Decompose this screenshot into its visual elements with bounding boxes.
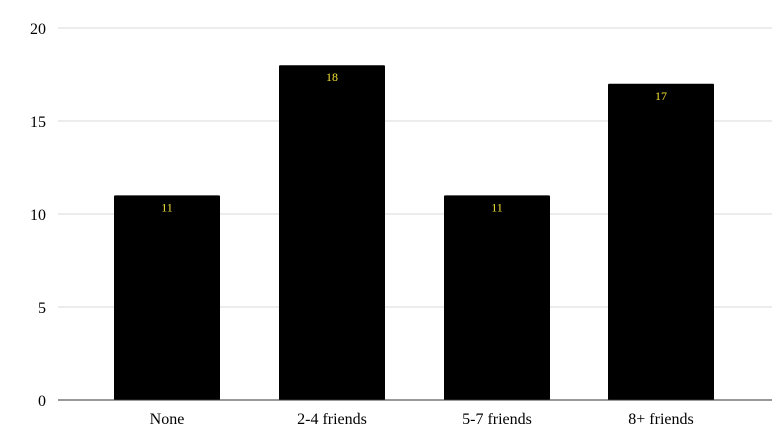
y-tick-label: 10 — [30, 207, 46, 224]
x-tick-label: None — [150, 411, 185, 428]
y-axis-tick-labels: 0 5 10 15 20 — [30, 21, 46, 410]
y-tick-label: 20 — [30, 21, 46, 38]
bar-none — [114, 195, 220, 400]
y-tick-label: 5 — [38, 300, 46, 317]
x-tick-label: 8+ friends — [628, 411, 693, 428]
data-label: 18 — [326, 70, 338, 84]
bar-2-4-friends — [279, 65, 385, 400]
x-tick-label: 5-7 friends — [462, 411, 532, 428]
data-labels: 11 18 11 17 — [161, 70, 667, 214]
data-label: 11 — [161, 200, 173, 214]
x-axis-tick-labels: None 2-4 friends 5-7 friends 8+ friends — [150, 411, 694, 428]
bar-5-7-friends — [444, 195, 550, 400]
x-tick-label: 2-4 friends — [297, 411, 367, 428]
bars — [114, 65, 714, 401]
data-label: 11 — [491, 200, 503, 214]
y-tick-label: 0 — [38, 393, 46, 410]
data-label: 17 — [655, 89, 667, 103]
bar-8-friends — [608, 83, 714, 401]
y-tick-label: 15 — [30, 114, 46, 131]
